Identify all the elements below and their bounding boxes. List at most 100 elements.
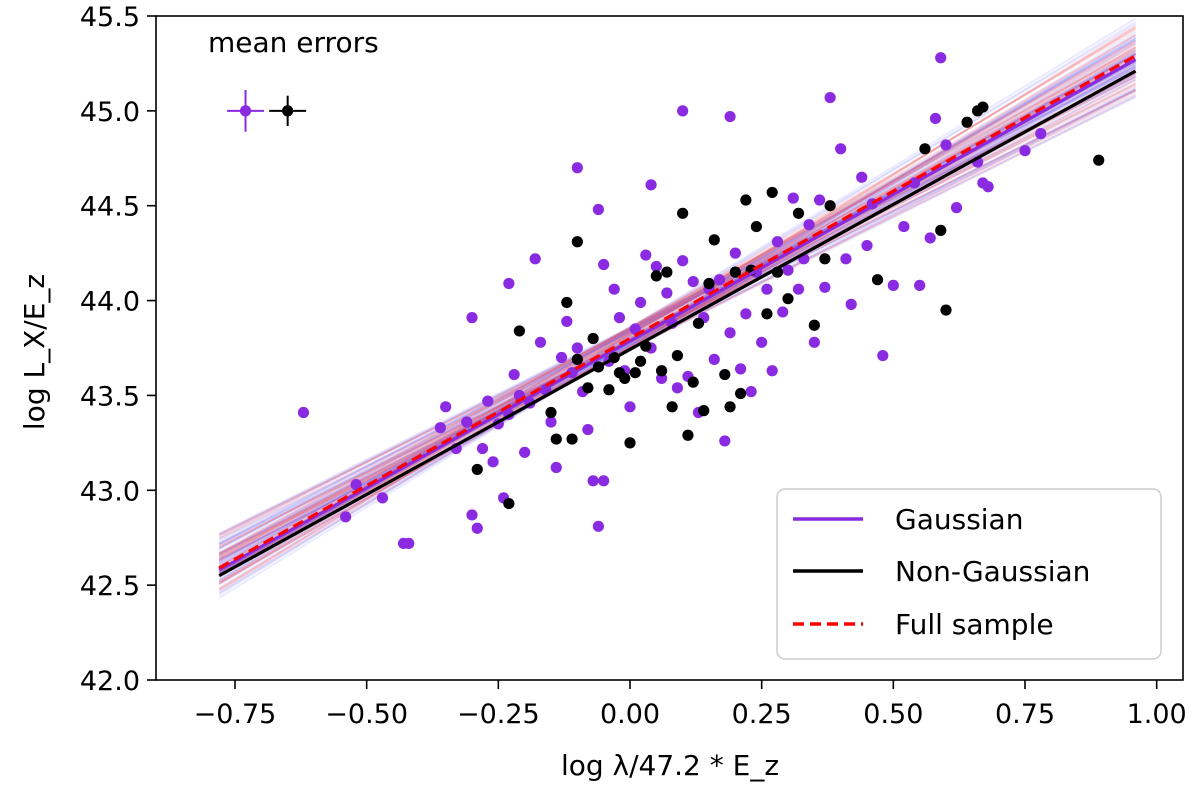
x-tick-label-7: 1.00 xyxy=(1127,699,1187,730)
point-gaussian-102 xyxy=(571,162,583,174)
point-gaussian-107 xyxy=(645,179,657,191)
point-non-gaussian-4 xyxy=(561,296,573,309)
point-gaussian-14 xyxy=(482,395,494,407)
y-axis-ticks: 42.0 42.5 43.0 43.5 44.0 44.5 45.0 45.5 xyxy=(80,2,156,697)
point-gaussian-7 xyxy=(440,401,452,413)
posterior-line-blue-16 xyxy=(218,67,1137,539)
point-non-gaussian-51 xyxy=(977,101,989,113)
legend-label-gaussian: Gaussian xyxy=(895,503,1023,536)
point-non-gaussian-32 xyxy=(729,266,741,278)
point-gaussian-97 xyxy=(982,181,994,193)
point-gaussian-0 xyxy=(297,406,310,419)
point-non-gaussian-22 xyxy=(671,349,684,362)
point-gaussian-72 xyxy=(792,283,805,295)
point-non-gaussian-49 xyxy=(961,116,973,128)
point-non-gaussian-20 xyxy=(661,266,673,278)
point-gaussian-94 xyxy=(950,202,963,214)
x-tick-label-1: −0.50 xyxy=(325,699,408,730)
point-gaussian-91 xyxy=(929,112,942,125)
point-gaussian-66 xyxy=(761,283,773,295)
posterior-line-blue-54 xyxy=(218,38,1137,568)
posterior-line-blue-21 xyxy=(218,75,1137,536)
point-gaussian-21 xyxy=(519,446,531,458)
point-non-gaussian-38 xyxy=(766,186,778,199)
point-non-gaussian-31 xyxy=(724,401,736,413)
y-tick-label-1: 42.5 xyxy=(80,571,140,602)
x-axis-ticks: −0.75 −0.50 −0.25 0.00 0.25 0.50 0.75 1.00 xyxy=(194,680,1187,730)
posterior-line-blue-28 xyxy=(218,88,1137,546)
point-gaussian-12 xyxy=(466,312,478,324)
point-non-gaussian-24 xyxy=(682,429,694,441)
point-non-gaussian-16 xyxy=(634,355,647,367)
point-gaussian-82 xyxy=(856,171,868,183)
y-axis-label: log L_X/E_z xyxy=(18,274,51,430)
point-non-gaussian-47 xyxy=(935,224,947,236)
point-gaussian-30 xyxy=(571,342,583,354)
point-gaussian-27 xyxy=(555,351,568,364)
point-gaussian-101 xyxy=(724,110,736,123)
point-non-gaussian-6 xyxy=(571,353,583,365)
posterior-line-blue-36 xyxy=(218,66,1137,549)
point-gaussian-15 xyxy=(487,456,499,468)
fit-line-full-sample xyxy=(218,54,1137,570)
point-gaussian-11 xyxy=(471,522,483,534)
x-tick-label-5: 0.50 xyxy=(863,699,923,730)
posterior-line-blue-50 xyxy=(218,75,1137,541)
x-tick-label-0: −0.75 xyxy=(194,699,277,730)
point-gaussian-74 xyxy=(803,219,815,231)
posterior-line-blue-26 xyxy=(218,87,1137,555)
y-tick-label-2: 43.0 xyxy=(80,476,140,507)
point-non-gaussian-43 xyxy=(819,253,831,265)
point-non-gaussian-45 xyxy=(871,274,884,286)
x-tick-label-2: −0.25 xyxy=(457,699,540,730)
point-gaussian-93 xyxy=(940,139,952,151)
point-gaussian-13 xyxy=(476,442,489,455)
point-gaussian-25 xyxy=(545,416,557,428)
x-tick-label-3: 0.00 xyxy=(600,699,660,730)
point-gaussian-77 xyxy=(819,281,831,293)
point-non-gaussian-15 xyxy=(629,367,641,379)
posterior-line-red-3 xyxy=(218,79,1137,558)
point-non-gaussian-21 xyxy=(666,401,678,413)
point-gaussian-19 xyxy=(508,368,520,381)
point-gaussian-40 xyxy=(624,401,636,413)
point-gaussian-68 xyxy=(771,236,784,248)
point-gaussian-38 xyxy=(613,312,626,324)
point-gaussian-76 xyxy=(814,194,826,206)
point-non-gaussian-0 xyxy=(471,463,483,476)
point-gaussian-47 xyxy=(661,287,673,299)
y-tick-label-5: 44.5 xyxy=(80,192,140,223)
legend: Gaussian Non-Gaussian Full sample xyxy=(776,488,1162,660)
posterior-line-blue-19 xyxy=(218,73,1137,543)
point-non-gaussian-48 xyxy=(940,304,952,316)
point-non-gaussian-33 xyxy=(735,387,747,400)
posterior-line-red-28 xyxy=(218,43,1137,559)
point-non-gaussian-23 xyxy=(677,207,689,219)
point-gaussian-79 xyxy=(835,143,847,155)
posterior-line-red-22 xyxy=(218,46,1137,576)
point-non-gaussian-34 xyxy=(740,194,752,206)
point-non-gaussian-1 xyxy=(503,497,515,510)
point-non-gaussian-53 xyxy=(513,325,526,337)
point-gaussian-85 xyxy=(877,349,889,362)
point-gaussian-61 xyxy=(735,363,747,375)
point-gaussian-92 xyxy=(935,52,947,64)
point-non-gaussian-7 xyxy=(582,382,594,394)
legend-label-non-gaussian: Non-Gaussian xyxy=(895,555,1090,588)
point-non-gaussian-40 xyxy=(782,293,794,305)
point-non-gaussian-37 xyxy=(761,308,773,320)
point-gaussian-23 xyxy=(534,336,547,348)
point-non-gaussian-41 xyxy=(792,207,805,219)
point-gaussian-60 xyxy=(729,247,741,259)
point-gaussian-26 xyxy=(550,461,562,474)
point-gaussian-9 xyxy=(461,416,473,428)
point-gaussian-63 xyxy=(745,386,757,398)
point-gaussian-99 xyxy=(1035,128,1047,140)
point-gaussian-78 xyxy=(824,91,836,104)
point-non-gaussian-5 xyxy=(566,433,578,445)
fit-line-gaussian xyxy=(218,58,1137,572)
y-tick-label-7: 45.5 xyxy=(80,2,140,33)
legend-box xyxy=(776,488,1162,660)
posterior-line-blue-34 xyxy=(218,78,1137,561)
